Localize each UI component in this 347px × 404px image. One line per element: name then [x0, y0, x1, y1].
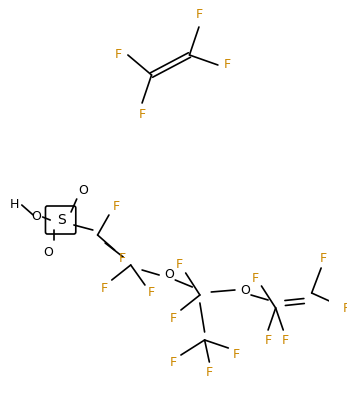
- Text: O: O: [164, 269, 175, 282]
- Text: F: F: [232, 349, 239, 362]
- Text: F: F: [195, 8, 203, 21]
- Text: F: F: [138, 109, 146, 122]
- Text: O: O: [31, 210, 41, 223]
- Text: F: F: [170, 356, 177, 370]
- Text: F: F: [148, 286, 155, 299]
- Text: F: F: [119, 252, 126, 265]
- Text: S: S: [57, 213, 66, 227]
- Text: H: H: [9, 198, 19, 212]
- Text: F: F: [320, 252, 327, 265]
- Text: F: F: [343, 301, 347, 314]
- Text: F: F: [170, 311, 177, 324]
- Text: F: F: [206, 366, 213, 379]
- Text: F: F: [281, 333, 289, 347]
- Text: F: F: [224, 59, 231, 72]
- Text: O: O: [78, 185, 88, 198]
- Text: F: F: [115, 48, 122, 61]
- Text: F: F: [264, 333, 272, 347]
- Text: F: F: [176, 259, 183, 271]
- Text: F: F: [113, 200, 120, 213]
- Text: F: F: [101, 282, 108, 295]
- Text: O: O: [43, 246, 53, 259]
- Text: F: F: [251, 271, 259, 284]
- FancyBboxPatch shape: [45, 206, 76, 234]
- Text: O: O: [240, 284, 250, 297]
